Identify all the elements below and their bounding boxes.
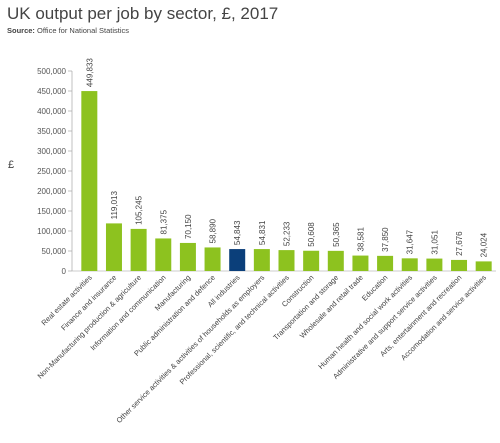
- bar: [475, 261, 492, 271]
- bar: [204, 247, 221, 271]
- data-label: 27,676: [455, 231, 464, 256]
- data-label: 119,013: [110, 191, 119, 220]
- bar: [451, 259, 468, 271]
- y-tick-label: 350,000: [37, 127, 66, 136]
- bar: [155, 238, 172, 271]
- bars: [81, 91, 492, 271]
- bar: [327, 250, 344, 271]
- source-text: Office for National Statistics: [37, 26, 130, 35]
- value-labels: 449,833 119,013 105,245 81,375 70,150 58,890 5…: [85, 58, 488, 258]
- data-label: 37,850: [381, 227, 390, 252]
- bar: [278, 250, 295, 271]
- chart-source: Source: Office for National Statistics: [7, 26, 129, 35]
- y-axis-title: £: [8, 159, 14, 171]
- bar: [81, 91, 98, 271]
- data-label: 81,375: [159, 209, 168, 234]
- bar: [253, 249, 270, 271]
- bar: [426, 258, 443, 271]
- y-axis: 0 50,000 100,000 150,000 200,000 250,000 300,0…: [8, 67, 496, 276]
- x-tick-label: Non-Manufacturing production & agricultu…: [36, 273, 143, 380]
- data-label: 54,843: [233, 220, 242, 245]
- data-label: 105,245: [135, 195, 144, 224]
- bar: [130, 228, 147, 271]
- y-tick-label: 450,000: [37, 87, 66, 96]
- source-label: Source:: [7, 26, 35, 35]
- bar: [105, 223, 122, 271]
- y-tick-label: 150,000: [37, 207, 66, 216]
- data-label: 50,608: [307, 222, 316, 247]
- bar: [401, 258, 418, 271]
- data-label: 70,150: [184, 214, 193, 239]
- y-tick-label: 500,000: [37, 67, 66, 76]
- data-label: 31,647: [406, 229, 415, 254]
- data-label: 38,581: [356, 227, 365, 252]
- data-label: 54,831: [258, 220, 267, 245]
- y-tick-label: 250,000: [37, 167, 66, 176]
- bar: [229, 249, 246, 271]
- bar: [179, 242, 196, 271]
- y-tick-label: 200,000: [37, 187, 66, 196]
- y-tick-label: 0: [62, 267, 67, 276]
- data-label: 31,051: [430, 230, 439, 255]
- y-tick-label: 300,000: [37, 147, 66, 156]
- chart-title: UK output per job by sector, £, 2017: [7, 4, 279, 23]
- y-tick-label: 50,000: [42, 247, 67, 256]
- y-tick-label: 100,000: [37, 227, 66, 236]
- data-label: 24,024: [480, 232, 489, 257]
- bar: [352, 255, 369, 271]
- data-label: 50,365: [332, 222, 341, 247]
- y-tick-label: 400,000: [37, 107, 66, 116]
- data-label: 449,833: [85, 58, 94, 87]
- data-label: 52,233: [283, 221, 292, 246]
- data-label: 58,890: [209, 218, 218, 243]
- bar: [303, 250, 320, 271]
- bar: [377, 255, 394, 271]
